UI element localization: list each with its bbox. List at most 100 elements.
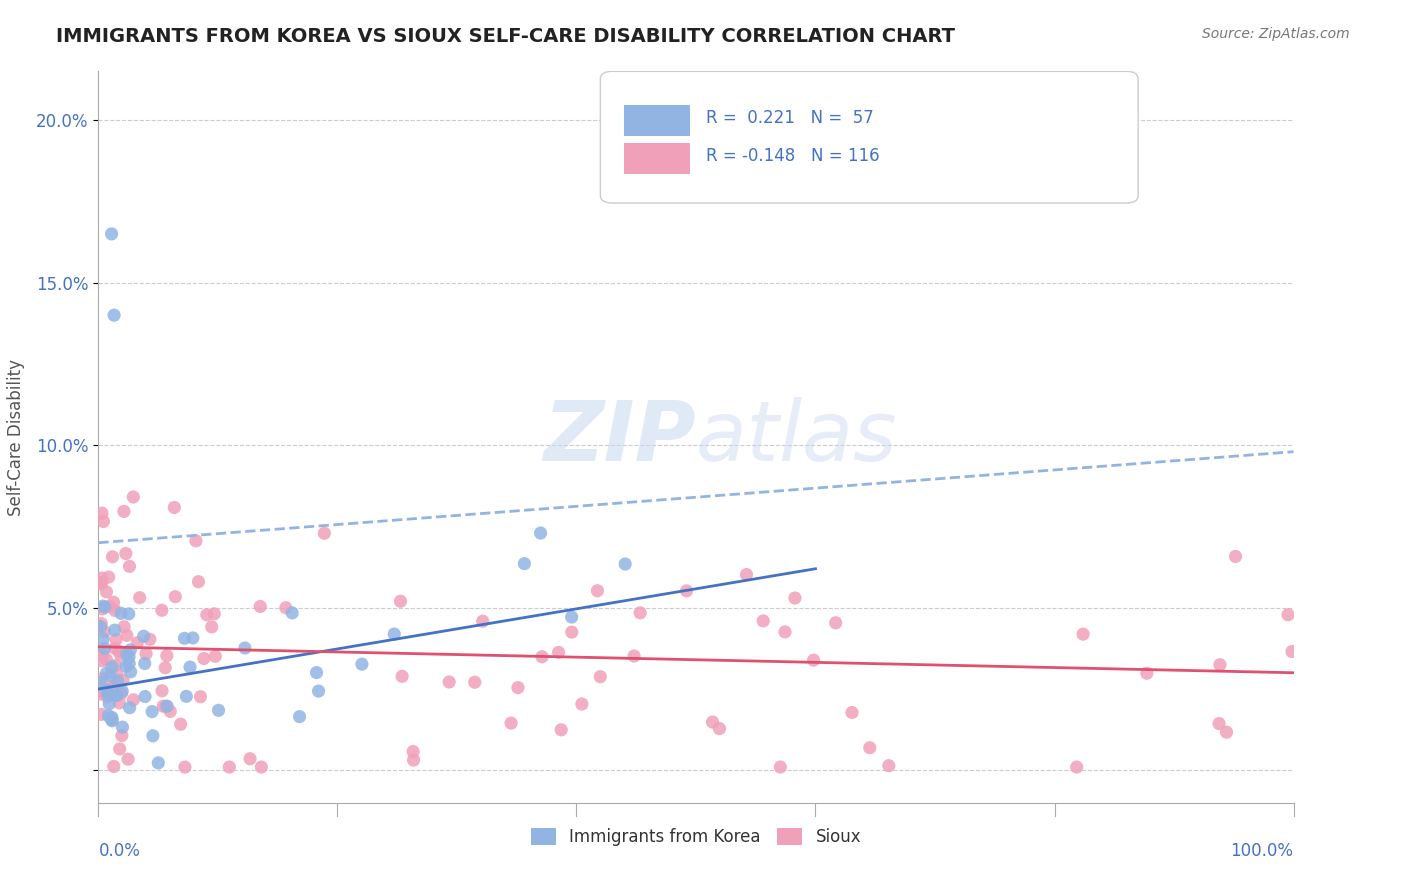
Point (120, 665, 142, 679)
Point (111, 720, 134, 734)
Point (769, 760, 792, 774)
Point (96, 683, 118, 698)
Point (122, 490, 145, 504)
Point (239, 752, 262, 766)
Point (156, 648, 179, 663)
Point (207, 703, 229, 717)
Point (108, 696, 131, 710)
Point (141, 705, 163, 719)
Point (187, 574, 209, 589)
Point (350, 657, 373, 672)
Point (115, 648, 138, 662)
Point (150, 683, 173, 698)
Point (115, 547, 138, 561)
Point (96, 585, 118, 599)
Point (89, 675, 111, 690)
Point (100, 227, 122, 241)
Point (118, 649, 141, 664)
Point (104, 658, 127, 673)
Point (112, 504, 135, 518)
Point (101, 680, 124, 694)
Point (402, 753, 425, 767)
Point (98, 599, 121, 614)
Point (107, 673, 129, 688)
Point (93, 641, 115, 656)
Point (90, 707, 112, 722)
Point (122, 692, 145, 706)
Point (96, 666, 118, 681)
Text: Source: ZipAtlas.com: Source: ZipAtlas.com (1202, 27, 1350, 41)
FancyBboxPatch shape (600, 71, 1139, 203)
Point (464, 675, 486, 690)
Point (561, 625, 583, 640)
Point (437, 675, 460, 690)
Point (112, 620, 135, 634)
Point (103, 595, 125, 609)
Point (134, 690, 156, 704)
Point (90, 616, 112, 631)
Point (93, 515, 115, 529)
Point (103, 759, 125, 773)
Point (91, 648, 114, 662)
Point (118, 657, 141, 671)
Point (402, 745, 425, 759)
Point (110, 648, 132, 662)
Point (773, 624, 796, 639)
Point (250, 760, 273, 774)
Point (877, 758, 900, 772)
Point (101, 714, 124, 728)
Point (87, 619, 110, 633)
Point (112, 673, 135, 688)
Point (165, 590, 187, 604)
Point (513, 557, 536, 571)
Point (97, 570, 120, 584)
Point (571, 697, 593, 711)
Point (97, 688, 120, 702)
Point (150, 603, 173, 617)
Point (159, 704, 181, 718)
Point (97, 708, 120, 723)
Point (530, 649, 553, 664)
Point (201, 620, 224, 634)
Point (135, 647, 157, 661)
Point (389, 594, 412, 608)
Point (305, 665, 328, 680)
Point (803, 653, 825, 667)
Point (110, 686, 132, 700)
Point (152, 699, 174, 714)
Point (614, 557, 637, 571)
Point (91, 506, 114, 520)
Point (586, 583, 609, 598)
Point (105, 667, 128, 681)
Point (127, 636, 149, 650)
Point (824, 615, 846, 630)
Point (105, 688, 128, 702)
Point (702, 714, 724, 729)
Point (115, 659, 138, 673)
Point (752, 614, 775, 628)
Point (153, 661, 176, 675)
Point (1066, 760, 1088, 774)
Point (628, 606, 651, 620)
Point (288, 709, 311, 723)
Point (108, 644, 131, 658)
Point (1215, 725, 1237, 739)
Point (841, 706, 863, 720)
Point (623, 648, 645, 663)
Point (118, 607, 141, 621)
Point (1277, 607, 1299, 622)
Point (139, 632, 162, 647)
Point (118, 700, 141, 714)
Point (117, 752, 139, 766)
Point (163, 500, 186, 515)
Point (204, 649, 226, 664)
Point (195, 607, 218, 622)
Point (202, 607, 225, 621)
Text: 100.0%: 100.0% (1230, 842, 1294, 860)
Point (134, 657, 156, 671)
Point (174, 760, 197, 774)
Point (233, 640, 256, 655)
Point (108, 742, 131, 756)
Point (93, 624, 115, 639)
Point (96, 652, 118, 666)
